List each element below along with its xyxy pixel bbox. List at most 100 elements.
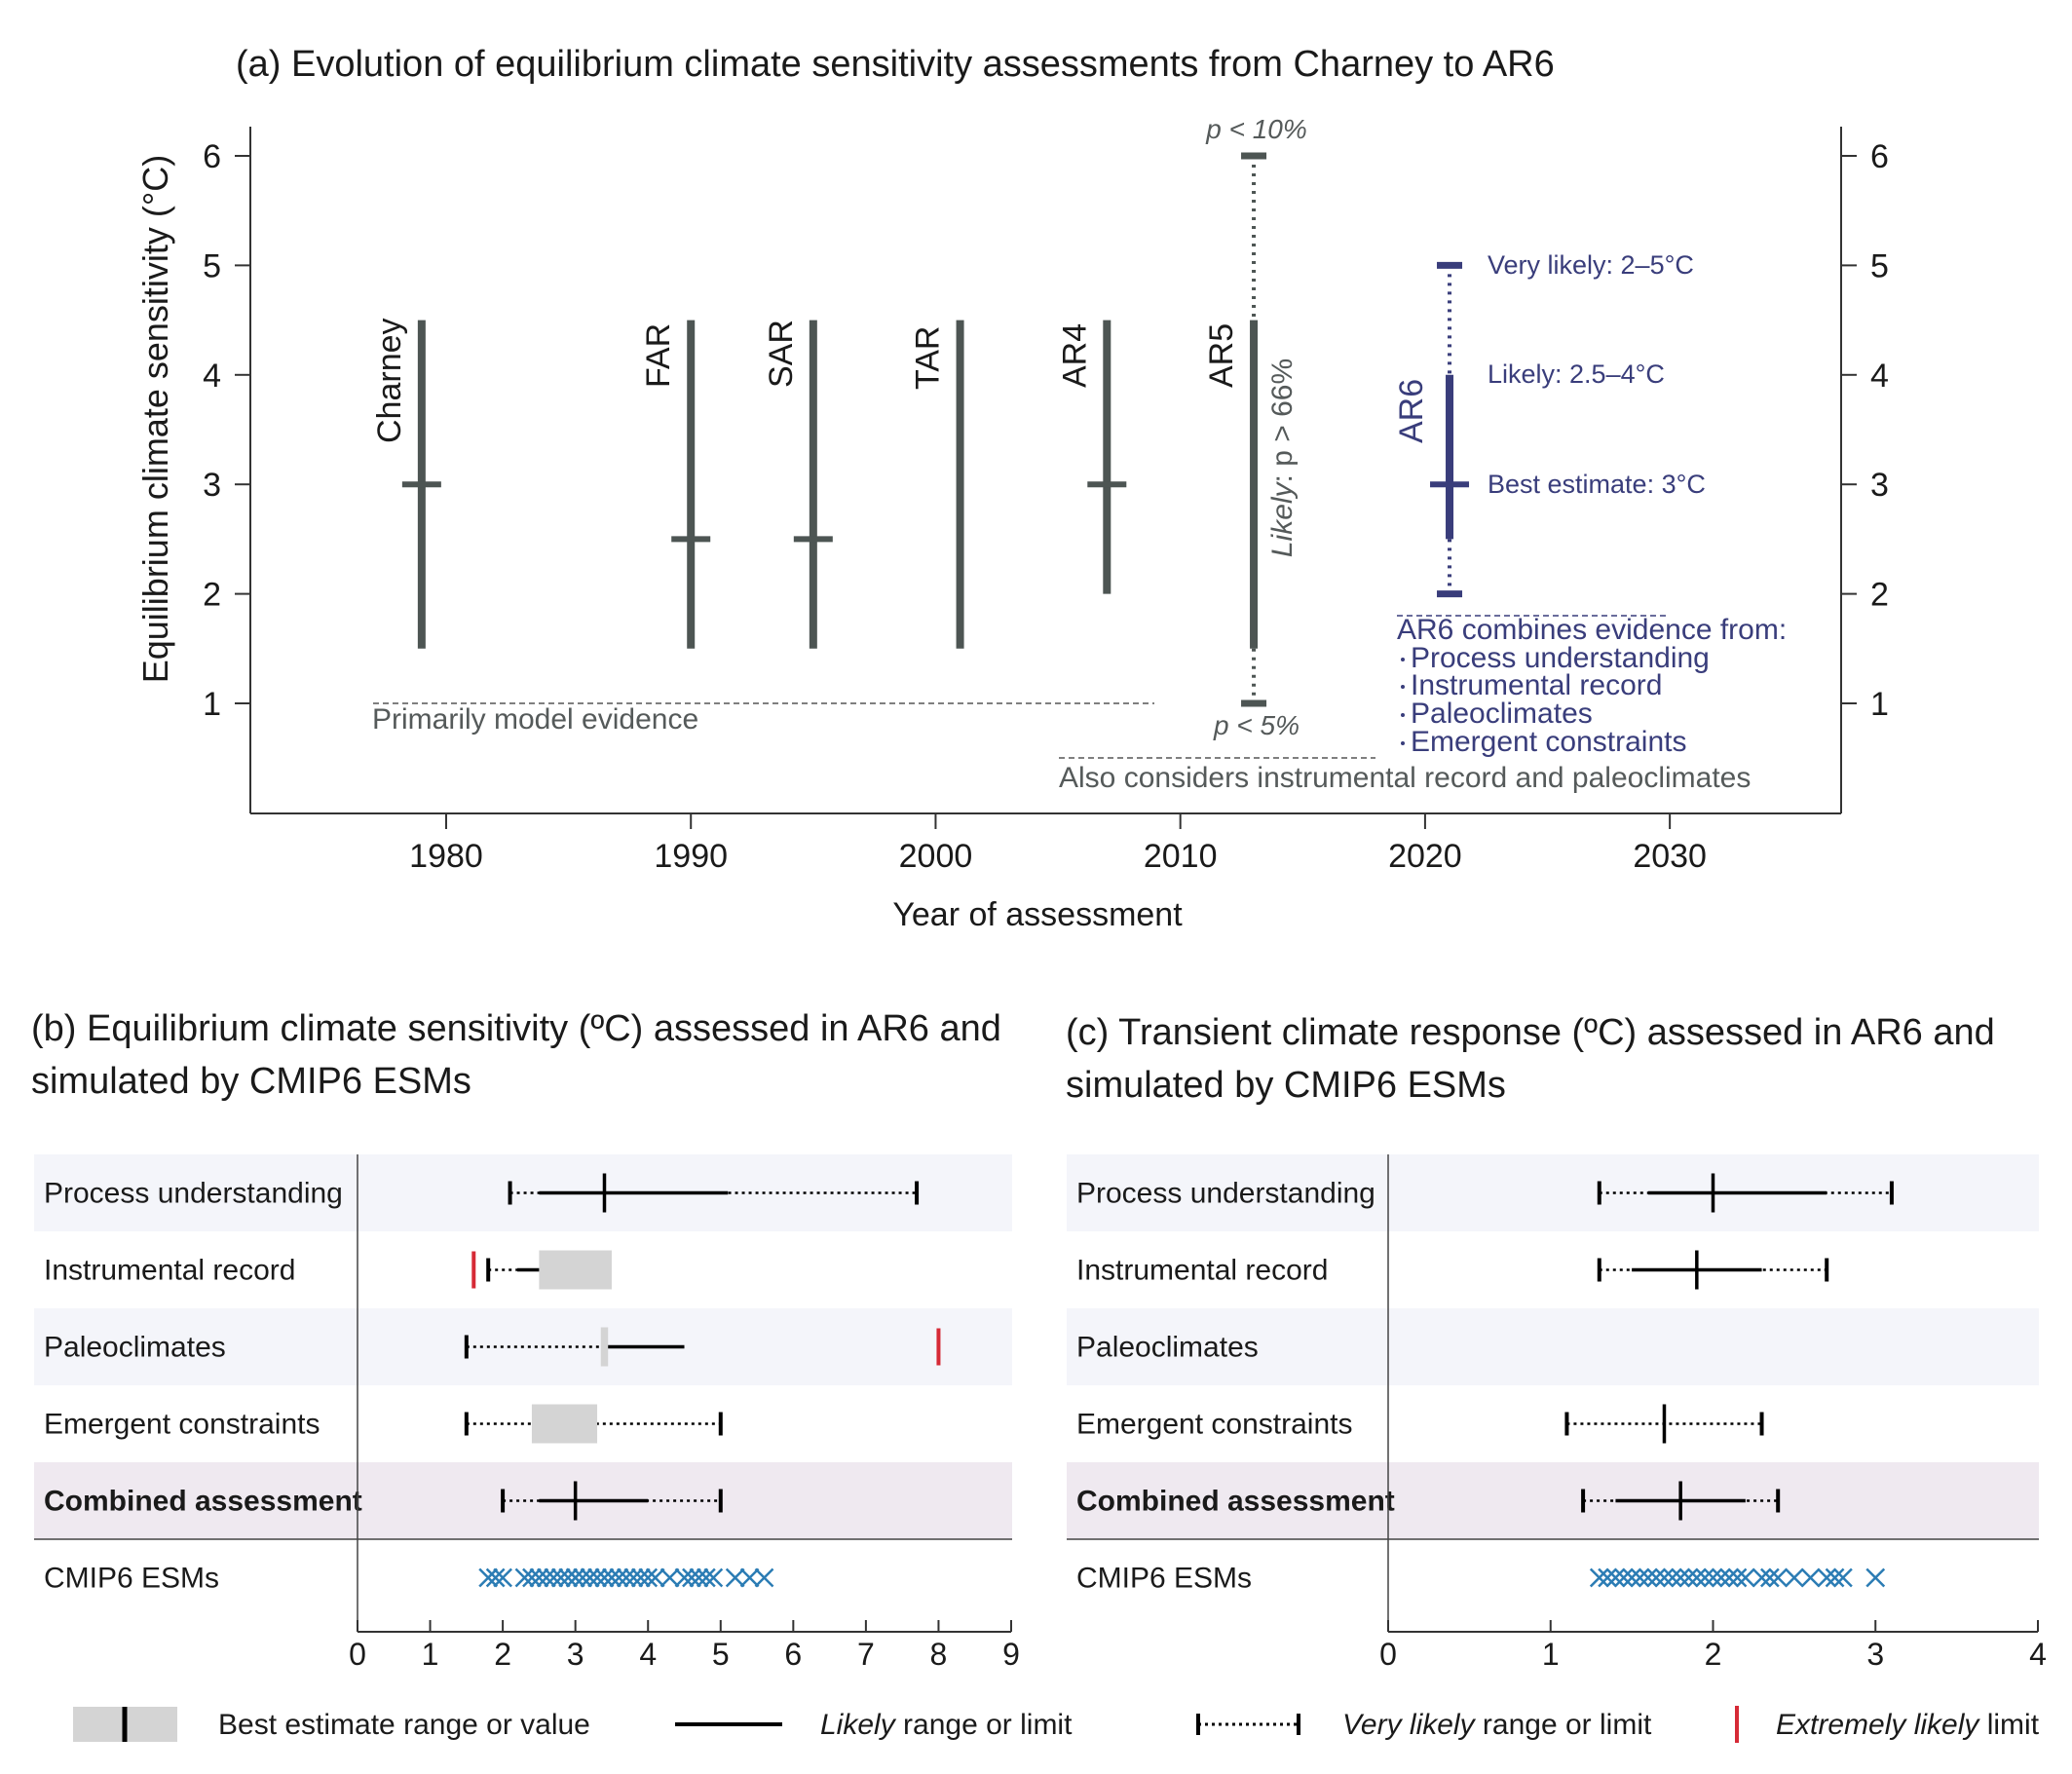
legend-very-likely-rest: range or limit [1475,1709,1652,1741]
esm-marker [485,1567,506,1588]
legend-likely-rest: range or limit [895,1709,1073,1741]
row-label: CMIP6 ESMs [1076,1563,1252,1595]
esm-marker [493,1567,512,1588]
x-tick-label: 2010 [1144,838,1218,875]
x-tick-label: 2 [494,1637,511,1672]
esm-marker [573,1567,593,1588]
row-label: Process understanding [44,1178,343,1210]
x-tick-label: 7 [857,1637,875,1672]
esm-marker [725,1567,745,1588]
esm-marker [522,1567,542,1588]
esm-marker [594,1567,615,1588]
legend-extremely-label: Extremely likely limit [1776,1709,2040,1741]
x-tick-label: 3 [567,1637,584,1672]
esm-marker [616,1567,636,1588]
best-estimate-range-box [539,1250,612,1290]
esm-marker [558,1567,579,1588]
legend-likely-italic: Likely [820,1709,897,1741]
y-tick-label-right: 1 [1870,686,1889,723]
x-tick-label: 2000 [899,838,973,875]
best-estimate-range-box [531,1404,598,1444]
esm-marker [1686,1567,1707,1588]
y-tick-label-left: 4 [203,358,221,395]
x-tick-label: 2020 [1388,838,1462,875]
esm-marker [674,1567,695,1588]
assessment-label-charney: Charney [371,318,408,443]
table-row-bg [34,1462,1012,1539]
p-lower-label: p < 5% [1213,710,1300,740]
esm-marker [1695,1567,1715,1588]
panel-c-plot: Process understanding Instrumental record… [1067,1154,2047,1672]
esm-marker [1598,1567,1617,1588]
model-evidence-label: Primarily model evidence [372,703,698,736]
assessment-label-tar: TAR [910,326,947,390]
esm-marker [1825,1567,1845,1588]
assessment-label-ar5: AR5 [1203,323,1240,388]
ar6-likely-label: Likely: 2.5–4°C [1488,359,1665,389]
assessment-label-far: FAR [640,323,677,388]
esm-marker [1833,1567,1853,1588]
y-tick-label-right: 3 [1870,467,1889,504]
esm-marker [529,1567,549,1588]
ar6-combines-heading: AR6 combines evidence from: [1397,614,1787,646]
esm-marker [696,1567,716,1588]
ar6-combines-item: Process understanding [1411,642,1710,674]
esm-marker [754,1567,774,1588]
x-tick-label: 6 [784,1637,802,1672]
assessment-label-ar6: AR6 [1393,379,1430,443]
likely-p66-label: Likely: p > 66% [1266,359,1299,557]
row-label: Emergent constraints [44,1409,320,1441]
y-tick-label-left: 5 [203,247,221,284]
esm-marker [514,1567,535,1588]
legend-best-label: Best estimate range or value [218,1709,590,1741]
panel-b-title-line1: (b) Equilibrium climate sensitivity (ºC)… [31,1008,1001,1049]
panel-c-title-line1: (c) Transient climate response (ºC) asse… [1066,1012,1995,1053]
ar6-combines-item: Paleoclimates [1411,698,1593,730]
esm-marker [1735,1567,1755,1588]
x-tick-label: 1 [422,1637,439,1672]
esm-marker [1752,1567,1772,1588]
panel-a-title: (a) Evolution of equilibrium climate sen… [236,44,1555,85]
esm-marker [1719,1567,1740,1588]
row-label: Paleoclimates [44,1332,226,1364]
table-row-bg [1067,1385,2039,1462]
esm-marker [1605,1567,1626,1588]
panel-c-title-line2: simulated by CMIP6 ESMs [1066,1065,1506,1106]
x-tick-label: 4 [2029,1637,2047,1672]
table-row-bg [1067,1462,2039,1539]
legend-very-likely-label: Very likely range or limit [1342,1709,1652,1741]
x-tick-label: 5 [712,1637,730,1672]
legend-likely-label: Likely range or limit [820,1709,1073,1741]
esm-marker [1711,1567,1731,1588]
panel-a-xlabel: Year of assessment [892,896,1183,933]
likely-word: Likely [1266,480,1299,557]
esm-marker [536,1567,556,1588]
x-tick-label: 0 [1379,1637,1397,1672]
esm-marker [1784,1567,1804,1588]
y-tick-label-right: 2 [1870,577,1889,614]
esm-marker [1638,1567,1658,1588]
x-tick-label: 3 [1866,1637,1884,1672]
y-tick-label-right: 4 [1870,358,1889,395]
esm-marker [645,1567,665,1588]
esm-marker [1654,1567,1675,1588]
esm-marker [1613,1567,1634,1588]
esm-marker [623,1567,644,1588]
y-tick-label-left: 2 [203,577,221,614]
y-tick-label-right: 5 [1870,247,1889,284]
x-tick-label: 8 [930,1637,948,1672]
ar6-combines-dots [1401,658,1405,745]
esm-marker [703,1567,724,1588]
esm-marker [544,1567,564,1588]
row-label: CMIP6 ESMs [44,1563,219,1595]
esm-marker [587,1567,607,1588]
esm-marker [1630,1567,1650,1588]
esm-marker [689,1567,709,1588]
table-row-bg [1067,1308,2039,1385]
legend-extremely-italic: Extremely likely [1776,1709,1980,1741]
esm-marker [1589,1567,1609,1588]
panel-b-title-line2: simulated by CMIP6 ESMs [31,1061,471,1102]
esm-marker [550,1567,571,1588]
esm-marker [565,1567,585,1588]
